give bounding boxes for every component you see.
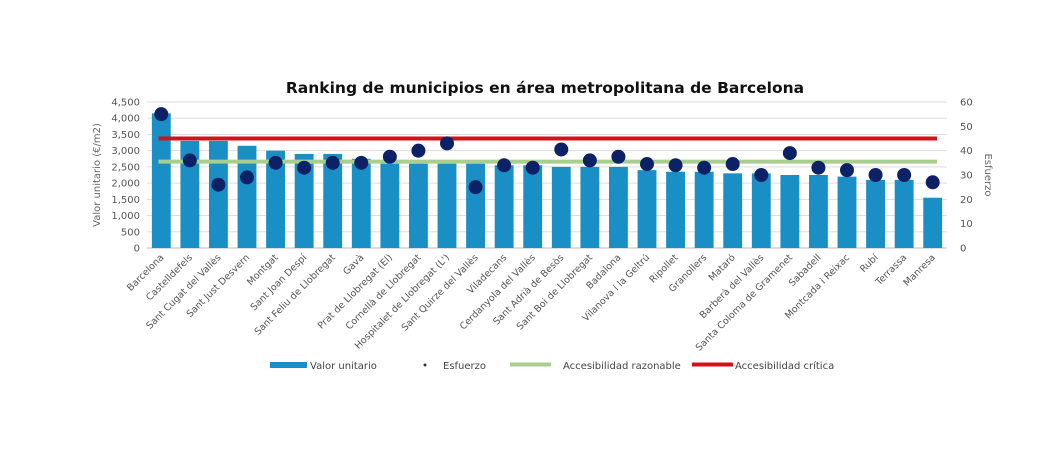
y-tick-label: 4,000 [111, 114, 140, 125]
esfuerzo-points [154, 107, 940, 195]
bar [323, 153, 343, 248]
y2-tick-label: 10 [960, 219, 973, 230]
y-tick-label: 2,000 [111, 179, 140, 190]
y2-tick-label: 30 [960, 171, 973, 182]
bar [351, 158, 371, 248]
esfuerzo-point [668, 158, 683, 173]
esfuerzo-point [325, 155, 340, 170]
legend-label: Accesibilidad razonable [563, 361, 681, 372]
category-label: Rubí [858, 252, 881, 275]
esfuerzo-point [925, 175, 940, 190]
legend-swatch-valor-unitario [270, 362, 307, 368]
bars [151, 113, 943, 248]
esfuerzo-point [240, 170, 254, 185]
bar [237, 145, 257, 248]
esfuerzo-point [411, 143, 426, 158]
y-tick-label: 3,500 [111, 130, 140, 141]
legend-label: Valor unitario [310, 361, 377, 372]
esfuerzo-point [611, 149, 626, 164]
esfuerzo-point [382, 149, 397, 164]
esfuerzo-point [725, 157, 740, 172]
esfuerzo-point [354, 155, 369, 170]
threshold-lines [158, 136, 937, 164]
bar [751, 173, 771, 248]
bar [809, 175, 828, 248]
esfuerzo-point [840, 163, 854, 178]
esfuerzo-point [497, 158, 512, 173]
y2-axis-title: Esfuerzo [982, 153, 993, 196]
legend-swatch-line [692, 362, 733, 367]
bar [694, 171, 714, 248]
legend-swatch-line [510, 362, 551, 367]
bar [666, 171, 685, 248]
bar [494, 165, 514, 248]
y-tick-label: 1,000 [111, 211, 140, 222]
y-tick-label: 0 [134, 244, 140, 255]
bar [580, 166, 600, 248]
bar [866, 179, 885, 248]
tick-labels: 05001,0001,5002,0002,5003,0003,5004,0004… [111, 98, 972, 255]
esfuerzo-point [868, 168, 883, 182]
bar [437, 163, 457, 248]
bar [266, 150, 285, 248]
bar [523, 165, 543, 248]
legend-label: Accesibilidad crítica [735, 360, 834, 372]
bar [609, 166, 628, 248]
esfuerzo-point [782, 146, 797, 161]
esfuerzo-point [582, 153, 597, 168]
esfuerzo-point [440, 136, 454, 151]
esfuerzo-point [297, 160, 312, 175]
legend-marker-esfuerzo [423, 363, 427, 367]
esfuerzo-point [268, 155, 283, 170]
y-tick-label: 3,000 [111, 146, 140, 157]
bar [180, 140, 200, 248]
y-tick-label: 2,500 [111, 162, 140, 173]
legend-label: Esfuerzo [443, 361, 486, 372]
esfuerzo-point [211, 177, 226, 192]
y-tick-label: 1,500 [111, 195, 140, 206]
esfuerzo-point [154, 107, 169, 122]
y2-tick-label: 60 [960, 98, 973, 109]
y2-tick-label: 0 [960, 244, 966, 255]
bar [551, 166, 571, 248]
esfuerzo-point [640, 157, 654, 172]
legend: Valor unitario Esfuerzo Accesibilidad razo… [270, 360, 834, 372]
bar [837, 176, 857, 248]
bar [894, 179, 914, 248]
esfuerzo-point [811, 160, 826, 175]
y-tick-label: 500 [121, 227, 140, 238]
esfuerzo-point [554, 142, 569, 157]
y-tick-label: 4,500 [111, 98, 140, 109]
chart-title: Ranking de municipios en área metropolit… [286, 79, 804, 97]
y2-tick-label: 40 [960, 146, 973, 157]
esfuerzo-point [525, 160, 540, 175]
esfuerzo-point [897, 168, 912, 182]
bar [466, 163, 485, 248]
esfuerzo-point [697, 160, 712, 175]
bar [780, 175, 800, 248]
y2-tick-label: 20 [960, 195, 973, 206]
category-label: Manresa [902, 252, 938, 288]
bar [637, 170, 657, 248]
y-axis-title: Valor unitario (€/m2) [92, 123, 103, 227]
bar [723, 173, 743, 248]
esfuerzo-point [754, 168, 769, 182]
esfuerzo-point [468, 180, 483, 195]
esfuerzo-point [182, 153, 197, 168]
bar [923, 197, 943, 248]
bar [380, 163, 400, 248]
bar [151, 113, 171, 248]
y2-tick-label: 50 [960, 122, 973, 133]
bar [294, 153, 314, 248]
bar [209, 140, 228, 248]
category-label: Gavà [341, 252, 366, 277]
bar [409, 163, 428, 248]
